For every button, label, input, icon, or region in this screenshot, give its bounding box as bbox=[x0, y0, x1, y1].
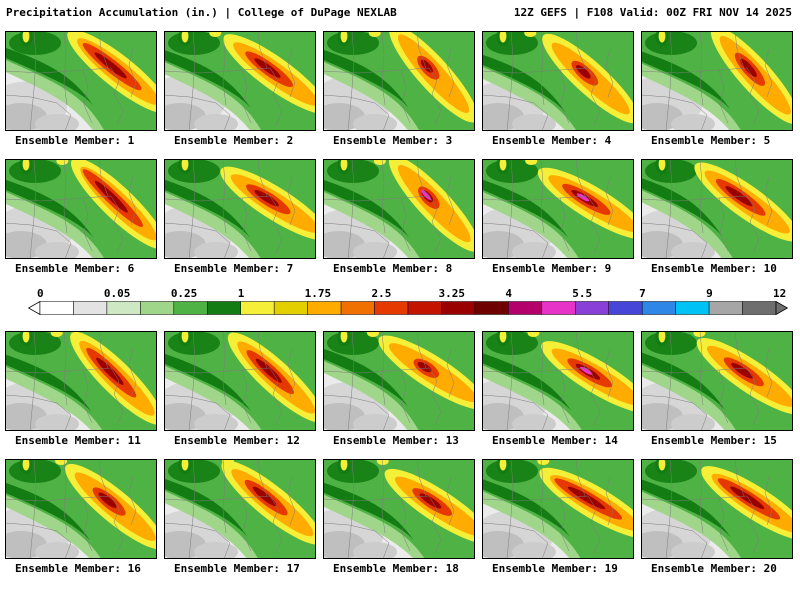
product-title: Precipitation Accumulation (in.) | Colle… bbox=[6, 6, 397, 19]
precip-map bbox=[164, 31, 316, 131]
ensemble-panel: Ensemble Member: 12 bbox=[164, 331, 316, 447]
colorbar-tick-label: 4 bbox=[505, 287, 512, 300]
ensemble-row-1: Ensemble Member: 1 Ensemble Member: 2 Ense… bbox=[0, 31, 800, 147]
ensemble-panel: Ensemble Member: 2 bbox=[164, 31, 316, 147]
ensemble-panel: Ensemble Member: 7 bbox=[164, 159, 316, 275]
ensemble-member-label: Ensemble Member: 12 bbox=[174, 434, 300, 447]
ensemble-panel: Ensemble Member: 17 bbox=[164, 459, 316, 575]
colorbar-tick-label: 7 bbox=[639, 287, 646, 300]
precip-map bbox=[164, 459, 316, 559]
header: Precipitation Accumulation (in.) | Colle… bbox=[0, 0, 800, 19]
ensemble-member-label: Ensemble Member: 4 bbox=[492, 134, 612, 147]
ensemble-member-label: Ensemble Member: 8 bbox=[333, 262, 453, 275]
ensemble-member-label: Ensemble Member: 6 bbox=[15, 262, 135, 275]
colorbar-tick-label: 0 bbox=[37, 287, 44, 300]
ensemble-member-label: Ensemble Member: 19 bbox=[492, 562, 618, 575]
ensemble-member-label: Ensemble Member: 7 bbox=[174, 262, 294, 275]
precip-map bbox=[641, 159, 793, 259]
precip-map bbox=[482, 31, 634, 131]
precip-map bbox=[5, 459, 157, 559]
colorbar-tick-label: 5.5 bbox=[572, 287, 593, 300]
precip-map bbox=[641, 331, 793, 431]
ensemble-panel: Ensemble Member: 6 bbox=[5, 159, 157, 275]
precip-map bbox=[482, 331, 634, 431]
colorbar-tick-label: 3.25 bbox=[438, 287, 465, 300]
precip-map bbox=[5, 31, 157, 131]
ensemble-member-label: Ensemble Member: 20 bbox=[651, 562, 777, 575]
ensemble-panel: Ensemble Member: 11 bbox=[5, 331, 157, 447]
ensemble-panel: Ensemble Member: 14 bbox=[482, 331, 634, 447]
ensemble-panel: Ensemble Member: 1 bbox=[5, 31, 157, 147]
ensemble-row-3: Ensemble Member: 11 Ensemble Member: 12 En… bbox=[0, 331, 800, 447]
ensemble-member-label: Ensemble Member: 18 bbox=[333, 562, 459, 575]
colorbar-tick-label: 9 bbox=[706, 287, 713, 300]
ensemble-member-label: Ensemble Member: 5 bbox=[651, 134, 771, 147]
precip-map bbox=[482, 459, 634, 559]
ensemble-member-label: Ensemble Member: 10 bbox=[651, 262, 777, 275]
ensemble-member-label: Ensemble Member: 15 bbox=[651, 434, 777, 447]
ensemble-panel: Ensemble Member: 3 bbox=[323, 31, 475, 147]
precip-map bbox=[323, 159, 475, 259]
precip-map bbox=[641, 31, 793, 131]
gefs-ensemble-page: Precipitation Accumulation (in.) | Colle… bbox=[0, 0, 800, 575]
ensemble-panel: Ensemble Member: 19 bbox=[482, 459, 634, 575]
ensemble-member-label: Ensemble Member: 11 bbox=[15, 434, 141, 447]
precip-map bbox=[323, 31, 475, 131]
colorbar-tick-label: 1.75 bbox=[304, 287, 332, 300]
precip-map bbox=[323, 331, 475, 431]
ensemble-panel: Ensemble Member: 16 bbox=[5, 459, 157, 575]
colorbar-tick-label: 2.5 bbox=[371, 287, 392, 300]
ensemble-member-label: Ensemble Member: 2 bbox=[174, 134, 294, 147]
precip-map bbox=[5, 159, 157, 259]
ensemble-member-label: Ensemble Member: 17 bbox=[174, 562, 300, 575]
precip-map bbox=[164, 331, 316, 431]
ensemble-row-2: Ensemble Member: 6 Ensemble Member: 7 Ense… bbox=[0, 159, 800, 275]
ensemble-panel: Ensemble Member: 9 bbox=[482, 159, 634, 275]
ensemble-panel: Ensemble Member: 20 bbox=[641, 459, 793, 575]
colorbar-tick-labels: 0 0.05 0.25 1 1.75 2.5 3.25 4 5.5 7 9 12 bbox=[28, 287, 788, 300]
run-valid-info: 12Z GEFS | F108 Valid: 00Z FRI NOV 14 20… bbox=[513, 6, 792, 19]
precip-map bbox=[5, 331, 157, 431]
colorbar-tick-label: 0.25 bbox=[170, 287, 198, 300]
precip-map bbox=[164, 159, 316, 259]
ensemble-panel: Ensemble Member: 13 bbox=[323, 331, 475, 447]
ensemble-member-label: Ensemble Member: 14 bbox=[492, 434, 618, 447]
colorbar-scale bbox=[27, 300, 789, 316]
ensemble-panel: Ensemble Member: 18 bbox=[323, 459, 475, 575]
precip-map bbox=[482, 159, 634, 259]
ensemble-panel: Ensemble Member: 10 bbox=[641, 159, 793, 275]
ensemble-member-label: Ensemble Member: 13 bbox=[333, 434, 459, 447]
colorbar: 0 0.05 0.25 1 1.75 2.5 3.25 4 5.5 7 9 12 bbox=[27, 287, 789, 319]
ensemble-panel: Ensemble Member: 4 bbox=[482, 31, 634, 147]
ensemble-member-label: Ensemble Member: 1 bbox=[15, 134, 135, 147]
ensemble-panel: Ensemble Member: 5 bbox=[641, 31, 793, 147]
ensemble-member-label: Ensemble Member: 16 bbox=[15, 562, 141, 575]
precip-map bbox=[641, 459, 793, 559]
ensemble-row-4: Ensemble Member: 16 Ensemble Member: 17 En… bbox=[0, 459, 800, 575]
ensemble-member-label: Ensemble Member: 3 bbox=[333, 134, 453, 147]
colorbar-tick-label: 12 bbox=[773, 287, 787, 300]
ensemble-member-label: Ensemble Member: 9 bbox=[492, 262, 612, 275]
ensemble-panel: Ensemble Member: 8 bbox=[323, 159, 475, 275]
colorbar-tick-label: 0.05 bbox=[103, 287, 131, 300]
colorbar-tick-label: 1 bbox=[237, 287, 245, 300]
precip-map bbox=[323, 459, 475, 559]
ensemble-panel: Ensemble Member: 15 bbox=[641, 331, 793, 447]
